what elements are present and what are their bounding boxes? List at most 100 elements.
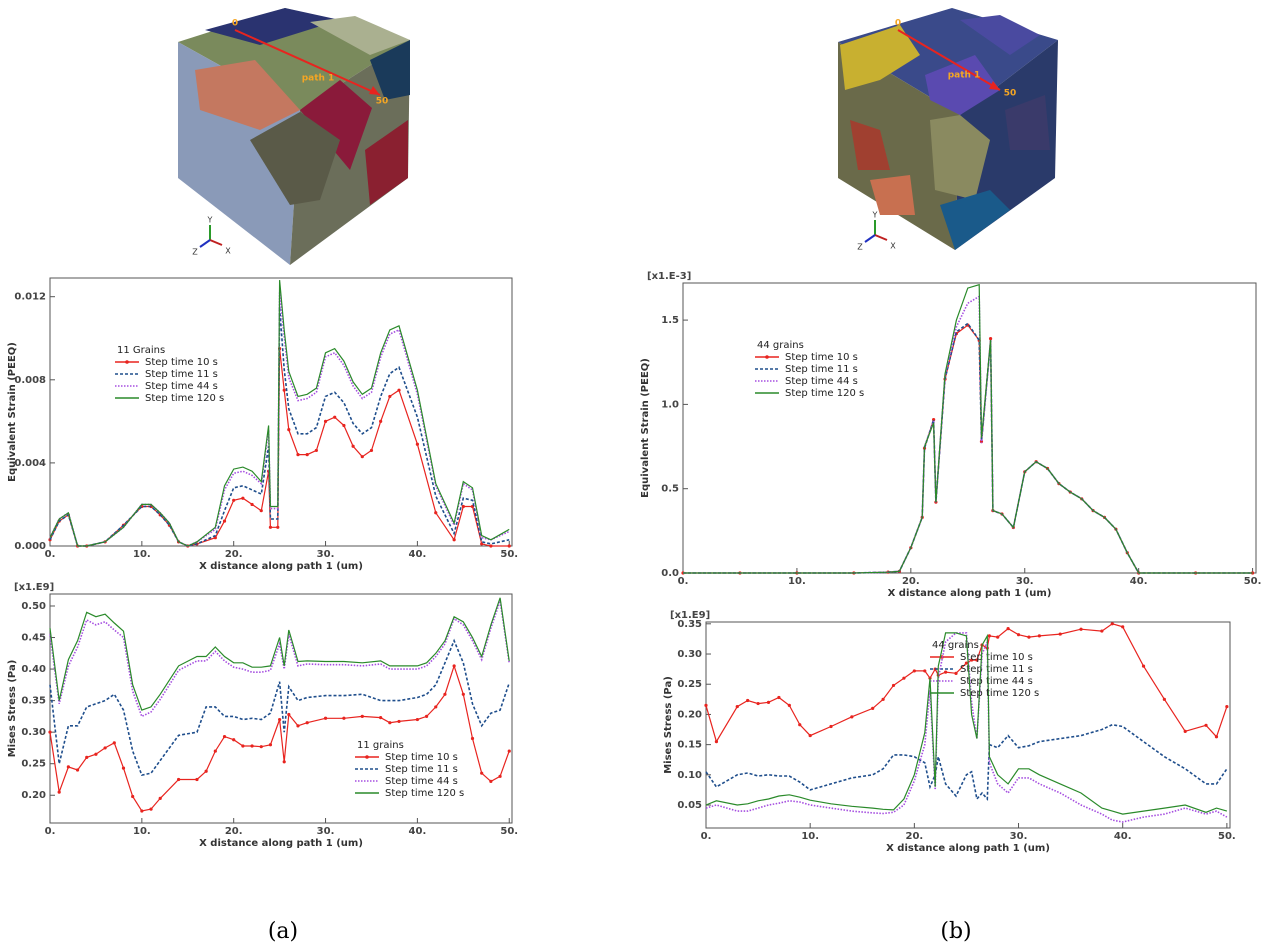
plot-frame [50,278,512,546]
point-marker [443,693,446,696]
legend-label: Step time 44 s [960,676,1033,687]
point-marker [76,768,79,771]
y-tick-label: 0.30 [677,649,702,660]
legend-label: Step time 10 s [785,352,858,363]
x-axis-label: X distance along path 1 (um) [199,838,363,849]
y-tick-label: 0.10 [677,770,702,781]
point-marker [704,704,707,707]
x-tick-label: 10. [133,549,151,560]
y-tick-label: 0.008 [14,375,46,386]
y-multiplier: [x1.E-3] [647,271,691,282]
point-marker [379,716,382,719]
series-line [50,601,509,717]
point-marker [434,511,437,514]
legend-label: Step time 11 s [145,369,218,380]
point-marker [48,731,51,734]
point-marker [425,715,428,718]
x-tick-label: 10. [788,576,806,587]
legend-label: Step time 120 s [385,788,464,799]
axis-z [865,235,875,242]
point-marker [260,745,263,748]
legend-title: 44 grains [932,640,979,651]
panel-label: (b) [940,919,971,944]
point-marker [379,420,382,423]
point-marker [370,449,373,452]
point-marker [788,704,791,707]
point-marker [232,499,235,502]
x-tick-label: 50. [500,826,518,837]
point-marker [480,772,483,775]
y-tick-label: 0.012 [14,292,46,303]
point-marker [287,713,290,716]
x-tick-label: 40. [409,826,427,837]
point-marker [306,453,309,456]
point-marker [1038,634,1041,637]
point-marker [388,395,391,398]
point-marker [736,705,739,708]
point-marker [67,765,70,768]
legend-label: Step time 120 s [960,688,1039,699]
point-marker [223,519,226,522]
point-marker [241,497,244,500]
legend-label: Step time 44 s [385,776,458,787]
point-marker [276,526,279,529]
point-marker [333,416,336,419]
y-multiplier: [x1.E9] [14,582,54,593]
point-marker [416,443,419,446]
legend-label: Step time 44 s [145,381,218,392]
point-marker [269,743,272,746]
path-name: path 1 [948,71,981,81]
point-marker [177,778,180,781]
point-marker [94,753,97,756]
point-marker [989,337,992,340]
x-tick-label: 30. [317,549,335,560]
axis-z [200,240,210,247]
path-end: 50 [376,97,389,107]
point-marker [767,701,770,704]
point-marker [315,449,318,452]
point-marker [777,696,780,699]
point-marker [871,707,874,710]
point-marker [232,738,235,741]
path-start: 0 [895,19,901,29]
x-tick-label: 0. [701,831,712,842]
legend-marker [365,755,369,759]
point-marker [1225,705,1228,708]
point-marker [214,749,217,752]
x-tick-label: 10. [801,831,819,842]
y-tick-label: 1.5 [661,315,679,326]
y-tick-label: 0.30 [21,727,46,738]
x-tick-label: 40. [409,549,427,560]
point-marker [140,809,143,812]
point-marker [1100,629,1103,632]
grain [870,175,915,215]
y-tick-label: 0.40 [21,664,46,675]
point-marker [892,684,895,687]
point-marker [205,770,208,773]
series-line [706,725,1227,799]
point-marker [296,724,299,727]
point-marker [159,797,162,800]
series-line [683,325,1253,573]
point-marker [113,741,116,744]
point-marker [798,723,801,726]
point-marker [954,672,957,675]
point-marker [829,725,832,728]
x-axis-label: X distance along path 1 (um) [886,843,1050,854]
x-tick-label: 0. [678,576,689,587]
y-multiplier: [x1.E9] [670,610,710,621]
legend-title: 11 grains [357,740,404,751]
series-line [683,324,1253,574]
point-marker [58,790,61,793]
legend-marker [765,355,769,359]
x-tick-label: 30. [1010,831,1028,842]
x-tick-label: 50. [1244,576,1262,587]
point-marker [434,705,437,708]
point-marker [131,795,134,798]
point-marker [85,756,88,759]
point-marker [306,721,309,724]
point-marker [471,737,474,740]
point-marker [1184,730,1187,733]
x-tick-label: 50. [1218,831,1236,842]
y-tick-label: 0.45 [21,633,46,644]
